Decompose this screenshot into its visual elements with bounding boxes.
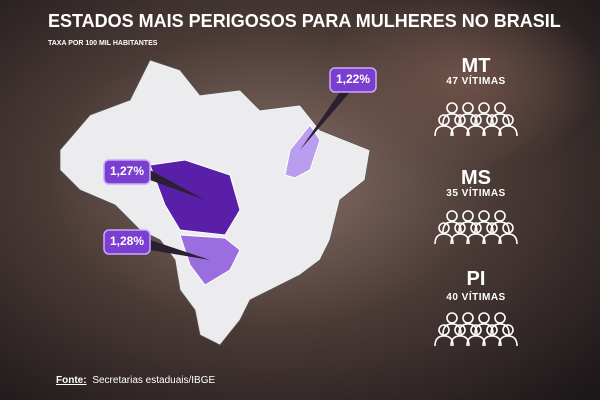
connector [150, 240, 210, 260]
victims: 35 VÍTIMAS [446, 186, 505, 199]
connector [150, 170, 205, 200]
callout [329, 67, 377, 93]
title: ESTADOS MAIS PERIGOSOS PARA MULHERES NO … [48, 11, 561, 31]
state-code: MT [462, 55, 491, 77]
rate-label: 1,28% [110, 234, 144, 248]
victims: 47 VÍTIMAS [446, 74, 505, 87]
state-code: PI [467, 268, 486, 290]
victims: 40 VÍTIMAS [446, 290, 505, 303]
state-mt [149, 159, 241, 236]
callout [103, 229, 151, 255]
state-code: MS [461, 167, 491, 189]
rate-label: 1,22% [336, 72, 370, 86]
state-pi [284, 124, 321, 179]
subtitle: TAXA POR 100 MIL HABITANTES [48, 40, 158, 47]
source: Fonte: Secretarias estaduais/IBGE [56, 375, 215, 386]
source-text: Secretarias estaduais/IBGE [92, 375, 215, 386]
connector [300, 92, 350, 150]
background-fist [320, 0, 600, 170]
source-label: Fonte: [56, 375, 87, 386]
rate-label: 1,27% [110, 164, 144, 178]
callout [103, 159, 151, 185]
